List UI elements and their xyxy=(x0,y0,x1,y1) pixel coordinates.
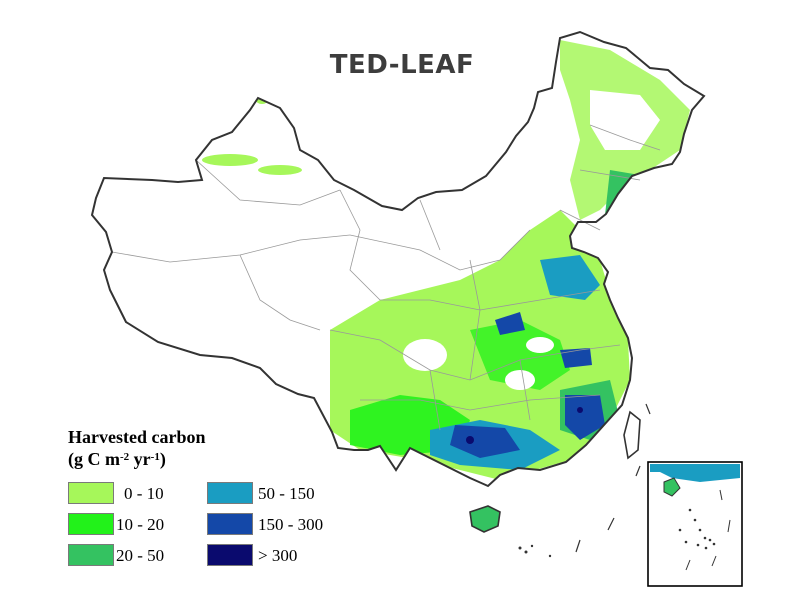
map-title: TED-LEAF xyxy=(329,50,475,80)
legend-swatch-1 xyxy=(68,513,114,535)
legend-swatch-4 xyxy=(207,513,253,535)
legend-label-0: 0 - 10 xyxy=(124,484,164,503)
legend-label-3: 50 - 150 xyxy=(258,484,315,503)
legend-swatch-0 xyxy=(68,482,114,504)
legend-label-2: 20 - 50 xyxy=(116,546,165,565)
legend-swatch-3 xyxy=(207,482,253,504)
taiwan-island xyxy=(623,410,641,460)
legend-unit: (g C m-2 yr-1) xyxy=(68,449,166,469)
legend-label-4: 150 - 300 xyxy=(258,515,324,534)
legend-label-1: 10 - 20 xyxy=(116,515,165,534)
legend-swatch-2 xyxy=(68,544,114,566)
legend-label-5: > 300 xyxy=(258,546,298,565)
legend-title: Harvested carbon xyxy=(68,427,206,447)
legend-swatch-5 xyxy=(207,544,253,566)
hainan-island xyxy=(469,505,501,533)
